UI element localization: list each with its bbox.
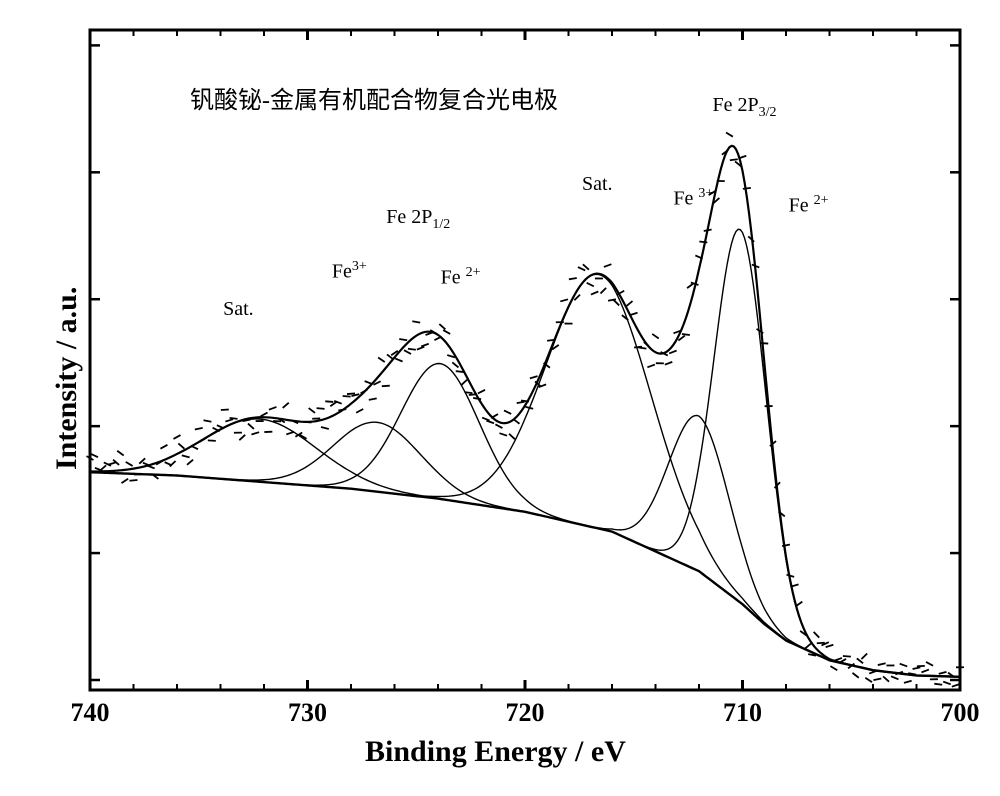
x-tick-label: 740 xyxy=(65,698,115,728)
peak-label: Sat. xyxy=(223,298,254,321)
envelope-curve xyxy=(90,146,960,677)
peak-label: Fe3+ xyxy=(332,259,367,284)
peak-label: Sat. xyxy=(582,173,613,196)
component-peak xyxy=(90,364,960,677)
peak-label: Fe 2P1/2 xyxy=(386,206,450,233)
x-tick-label: 710 xyxy=(718,698,768,728)
x-tick-label: 720 xyxy=(500,698,550,728)
peak-label: Fe 3+ xyxy=(673,186,713,211)
component-peak xyxy=(90,416,960,677)
x-tick-label: 700 xyxy=(935,698,985,728)
component-peak xyxy=(90,422,960,677)
component-peak xyxy=(90,419,960,677)
component-peak xyxy=(90,274,960,677)
peak-label: Fe 2+ xyxy=(441,265,481,290)
peak-label: Fe 2+ xyxy=(789,193,829,218)
component-peak xyxy=(90,229,960,677)
peak-label: Fe 2P3/2 xyxy=(713,94,777,121)
x-tick-label: 730 xyxy=(283,698,333,728)
